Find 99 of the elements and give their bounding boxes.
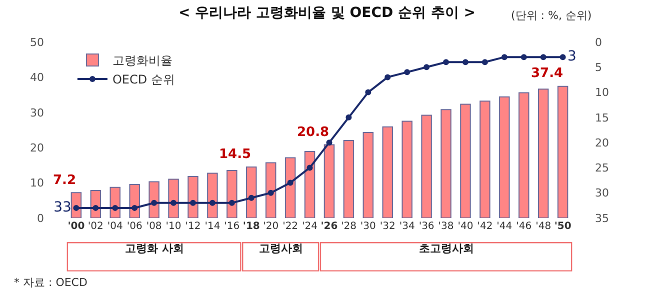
- y-tick-label: 30: [30, 106, 44, 120]
- point: [540, 54, 546, 60]
- x-tick-label: '26: [320, 221, 338, 232]
- y2-tick-label: 35: [595, 212, 609, 225]
- point: [501, 54, 508, 60]
- x-tick-label: '22: [282, 221, 298, 232]
- y2-tick-label: 0: [595, 36, 602, 49]
- bar: [557, 86, 568, 218]
- point: [365, 89, 372, 96]
- legend-label: 고령화비율: [112, 54, 172, 68]
- y2-tick-label: 30: [595, 186, 609, 200]
- y2-tick-label: 20: [595, 136, 609, 150]
- bar: [460, 104, 471, 218]
- y2-tick-label: 15: [595, 111, 609, 124]
- x-tick-label: '10: [166, 221, 182, 232]
- chart-title: < 우리나라 고령화비율 및 OECD 순위 추이 >: [178, 5, 476, 22]
- x-tick-label: '42: [477, 221, 493, 232]
- point: [112, 204, 118, 211]
- y-tick-label: 40: [30, 71, 44, 84]
- x-tick-label: '32: [380, 221, 396, 232]
- x-tick-label: '04: [107, 221, 123, 232]
- data-label: 14.5: [219, 147, 252, 162]
- point: [287, 180, 294, 186]
- data-label: 37.4: [531, 66, 564, 81]
- y2-tick-label: 5: [595, 60, 602, 74]
- bar: [518, 92, 530, 218]
- point: [151, 200, 158, 206]
- data-label: 7.2: [53, 173, 76, 188]
- point: [306, 164, 313, 171]
- point: [424, 64, 430, 70]
- bar: [440, 109, 452, 218]
- point: [209, 200, 216, 206]
- y2-tick-label: 25: [595, 162, 609, 175]
- point: [190, 200, 196, 206]
- x-tick-label: '08: [146, 221, 162, 232]
- x-tick-label: '18: [242, 221, 260, 232]
- text: 고령사회: [259, 242, 303, 255]
- x-tick-label: '20: [263, 221, 279, 232]
- x-tick-label: '30: [360, 221, 376, 232]
- bar: [538, 88, 549, 218]
- bar: [382, 126, 393, 218]
- bar: [304, 150, 316, 218]
- point: [482, 59, 488, 66]
- x-tick-label: '02: [88, 221, 104, 232]
- x-tick-label: '16: [224, 221, 240, 232]
- bar: [265, 162, 276, 218]
- point: [384, 74, 391, 80]
- text: (단위 : %, 순위): [511, 9, 592, 22]
- point: [462, 59, 468, 66]
- bar: [480, 100, 490, 218]
- point: [132, 204, 138, 211]
- data-label: 20.8: [297, 125, 330, 140]
- y-tick-label: 20: [30, 141, 44, 154]
- bar: [284, 157, 296, 218]
- bar: [362, 132, 374, 218]
- x-tick-label: '38: [438, 221, 454, 232]
- text: * 자료 : OECD: [14, 276, 88, 289]
- bar: [324, 144, 335, 218]
- x-tick-label: '46: [516, 221, 532, 232]
- legend-label: OECD 순위: [112, 72, 175, 87]
- x-tick-label: '36: [418, 221, 434, 232]
- data-label: 3: [568, 48, 576, 65]
- x-tick-label: '06: [126, 221, 142, 232]
- y-tick-label: 50: [30, 36, 44, 49]
- x-tick-label: '28: [340, 221, 356, 232]
- x-tick-label: '44: [496, 221, 512, 232]
- point: [326, 140, 332, 146]
- bar: [402, 120, 412, 218]
- bar: [343, 140, 354, 218]
- point: [268, 190, 274, 196]
- y2-tick-label: 10: [595, 86, 609, 100]
- data-label: 33: [54, 199, 72, 216]
- bar: [188, 176, 198, 218]
- x-tick-label: '24: [302, 221, 318, 232]
- x-tick-label: '48: [536, 221, 552, 232]
- y-tick-label: 0: [37, 212, 44, 225]
- x-tick-label: '34: [399, 221, 415, 232]
- x-tick-label: '14: [204, 221, 220, 232]
- point: [346, 114, 352, 120]
- point: [443, 59, 450, 66]
- bar: [499, 96, 510, 218]
- text: 초고령사회: [419, 242, 474, 255]
- point: [92, 204, 99, 211]
- point: [404, 69, 410, 76]
- x-tick-label: '50: [554, 221, 572, 232]
- point: [248, 194, 254, 201]
- bar: [421, 114, 432, 218]
- point: [560, 54, 566, 60]
- x-tick-label: '40: [458, 221, 474, 232]
- x-tick-label: '12: [185, 221, 201, 232]
- point: [228, 200, 235, 206]
- point: [520, 54, 527, 60]
- text: 고령화 사회: [125, 242, 184, 255]
- x-tick-label: '00: [68, 221, 85, 232]
- bar: [246, 166, 257, 218]
- point: [170, 200, 177, 206]
- bar: [226, 170, 238, 218]
- bar: [207, 172, 218, 218]
- y-tick-label: 10: [30, 176, 44, 190]
